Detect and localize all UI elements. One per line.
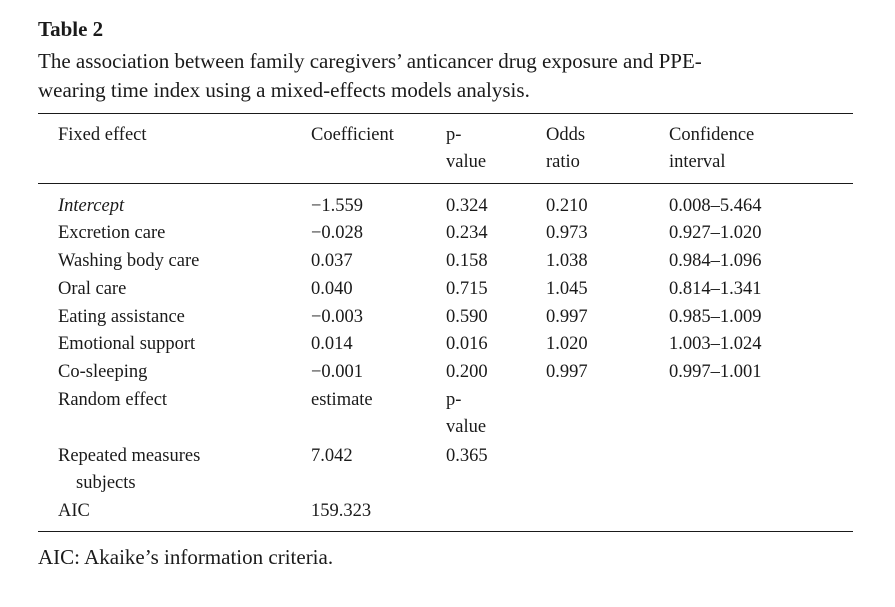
header-ci-line-2: interval bbox=[669, 152, 726, 172]
row-emotional-coef: 0.014 bbox=[311, 334, 353, 354]
row-intercept-p: 0.324 bbox=[446, 196, 488, 216]
row-excretion-coef: −0.028 bbox=[311, 223, 364, 243]
header-rule bbox=[38, 183, 853, 184]
header-confidence-interval: Confidence interval bbox=[669, 122, 754, 176]
row-emotional-name: Emotional support bbox=[58, 334, 196, 354]
random-p-header-line-1: p- bbox=[446, 390, 462, 410]
row-washing-ci: 0.984–1.096 bbox=[669, 251, 762, 271]
row-eating-p: 0.590 bbox=[446, 307, 488, 327]
row-intercept-ci: 0.008–5.464 bbox=[669, 196, 762, 216]
random-effect-label: Random effect bbox=[58, 390, 168, 410]
row-intercept-coef: −1.559 bbox=[311, 196, 364, 216]
header-p-value: p- value bbox=[446, 122, 486, 176]
table-caption: The association between family caregiver… bbox=[38, 47, 868, 105]
row-washing-or: 1.038 bbox=[546, 251, 588, 271]
row-intercept-name: Intercept bbox=[58, 196, 125, 216]
header-p-value-line-2: value bbox=[446, 152, 487, 172]
row-oral-name: Oral care bbox=[58, 279, 127, 299]
table-footnote: AIC: Akaike’s information criteria. bbox=[38, 545, 334, 569]
row-intercept-or: 0.210 bbox=[546, 196, 588, 216]
row-repeated-name-line-2: subjects bbox=[76, 473, 136, 493]
random-p-header-line-2: value bbox=[446, 417, 487, 437]
header-p-value-line-1: p- bbox=[446, 125, 462, 145]
row-cosleeping-p: 0.200 bbox=[446, 362, 488, 382]
row-aic-name: AIC bbox=[58, 501, 90, 521]
row-washing-name: Washing body care bbox=[58, 251, 200, 271]
row-cosleeping-ci: 0.997–1.001 bbox=[669, 362, 762, 382]
row-eating-ci: 0.985–1.009 bbox=[669, 307, 762, 327]
row-washing-coef: 0.037 bbox=[311, 251, 353, 271]
row-emotional-ci: 1.003–1.024 bbox=[669, 334, 762, 354]
row-emotional-or: 1.020 bbox=[546, 334, 588, 354]
row-oral-or: 1.045 bbox=[546, 279, 588, 299]
random-effect-estimate-header: estimate bbox=[311, 390, 373, 410]
header-coefficient: Coefficient bbox=[311, 125, 394, 145]
table-label: Table 2 bbox=[38, 17, 104, 41]
row-excretion-name: Excretion care bbox=[58, 223, 166, 243]
header-odds-ratio-line-1: Odds bbox=[546, 125, 586, 145]
row-oral-p: 0.715 bbox=[446, 279, 488, 299]
row-eating-coef: −0.003 bbox=[311, 307, 364, 327]
top-rule bbox=[38, 113, 853, 114]
row-eating-or: 0.997 bbox=[546, 307, 588, 327]
row-emotional-p: 0.016 bbox=[446, 334, 488, 354]
row-cosleeping-name: Co-sleeping bbox=[58, 362, 148, 382]
table-caption-line-2: wearing time index using a mixed-effects… bbox=[38, 78, 530, 102]
row-washing-p: 0.158 bbox=[446, 251, 488, 271]
header-fixed-effect: Fixed effect bbox=[58, 125, 147, 145]
header-ci-line-1: Confidence bbox=[669, 125, 755, 145]
row-repeated-name: Repeated measures subjects bbox=[58, 443, 200, 497]
row-oral-coef: 0.040 bbox=[311, 279, 353, 299]
row-repeated-name-line-1: Repeated measures bbox=[58, 446, 201, 466]
table-caption-line-1: The association between family caregiver… bbox=[38, 49, 702, 73]
row-excretion-p: 0.234 bbox=[446, 223, 488, 243]
row-excretion-ci: 0.927–1.020 bbox=[669, 223, 762, 243]
header-odds-ratio: Odds ratio bbox=[546, 122, 585, 176]
row-repeated-estimate: 7.042 bbox=[311, 446, 353, 466]
random-effect-p-header: p- value bbox=[446, 387, 486, 441]
row-cosleeping-coef: −0.001 bbox=[311, 362, 364, 382]
row-eating-name: Eating assistance bbox=[58, 307, 185, 327]
row-cosleeping-or: 0.997 bbox=[546, 362, 588, 382]
row-oral-ci: 0.814–1.341 bbox=[669, 279, 762, 299]
row-repeated-p: 0.365 bbox=[446, 446, 488, 466]
bottom-rule bbox=[38, 531, 853, 532]
row-excretion-or: 0.973 bbox=[546, 223, 588, 243]
row-aic-value: 159.323 bbox=[311, 501, 372, 521]
header-odds-ratio-line-2: ratio bbox=[546, 152, 580, 172]
